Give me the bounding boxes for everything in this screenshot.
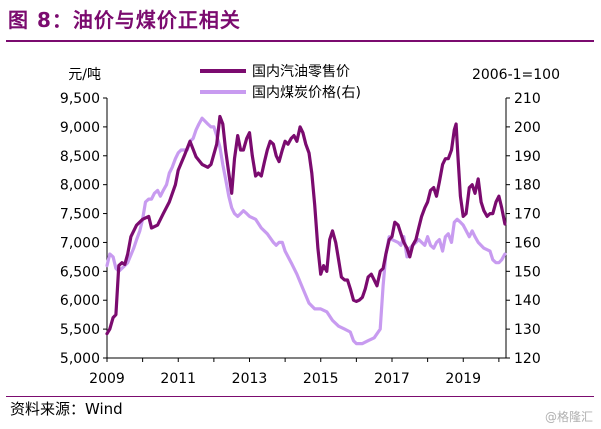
right-axis-unit: 2006-1=100: [472, 67, 560, 83]
title-divider: [6, 40, 594, 42]
x-tick-label: 2019: [445, 371, 481, 387]
source-note: 资料来源：Wind: [10, 400, 123, 418]
source-divider: [6, 396, 594, 397]
right-tick-label: 210: [514, 91, 541, 107]
watermark: @格隆汇: [544, 410, 593, 424]
right-tick-label: 160: [514, 235, 541, 251]
x-tick-label: 2009: [89, 371, 125, 387]
right-tick-label: 140: [514, 293, 541, 309]
legend-label: 国内汽油零售价: [252, 64, 350, 80]
left-tick-label: 9,000: [60, 120, 100, 136]
right-tick-label: 200: [514, 120, 541, 136]
left-tick-label: 6,500: [60, 264, 100, 280]
right-tick-label: 180: [514, 178, 541, 194]
left-tick-label: 7,000: [60, 235, 100, 251]
left-tick-label: 8,000: [60, 178, 100, 194]
figure-title: 图 8：油价与煤价正相关: [8, 8, 241, 32]
right-tick-label: 190: [514, 149, 541, 165]
x-tick-label: 2017: [374, 371, 410, 387]
legend-label: 国内煤炭价格(右): [252, 85, 361, 101]
right-tick-label: 170: [514, 207, 541, 223]
gasoline-price-line: [105, 114, 507, 336]
series-layer: [105, 114, 507, 346]
right-tick-label: 130: [514, 322, 541, 338]
left-axis-unit: 元/吨: [68, 67, 101, 83]
left-tick-label: 7,500: [60, 207, 100, 223]
left-tick-label: 6,000: [60, 293, 100, 309]
chart-axes: 5,000 5,500 6,000 6,500 7,000 7,500 8,000 8,500…: [60, 91, 541, 387]
left-tick-label: 5,500: [60, 322, 100, 338]
left-tick-label: 5,000: [60, 351, 100, 367]
right-tick-label: 150: [514, 264, 541, 280]
coal-price-line: [105, 116, 507, 346]
x-tick-label: 2013: [232, 371, 268, 387]
left-tick-label: 9,500: [60, 91, 100, 107]
right-tick-label: 120: [514, 351, 541, 367]
x-tick-label: 2011: [160, 371, 196, 387]
x-tick-label: 2015: [303, 371, 339, 387]
left-tick-label: 8,500: [60, 149, 100, 165]
